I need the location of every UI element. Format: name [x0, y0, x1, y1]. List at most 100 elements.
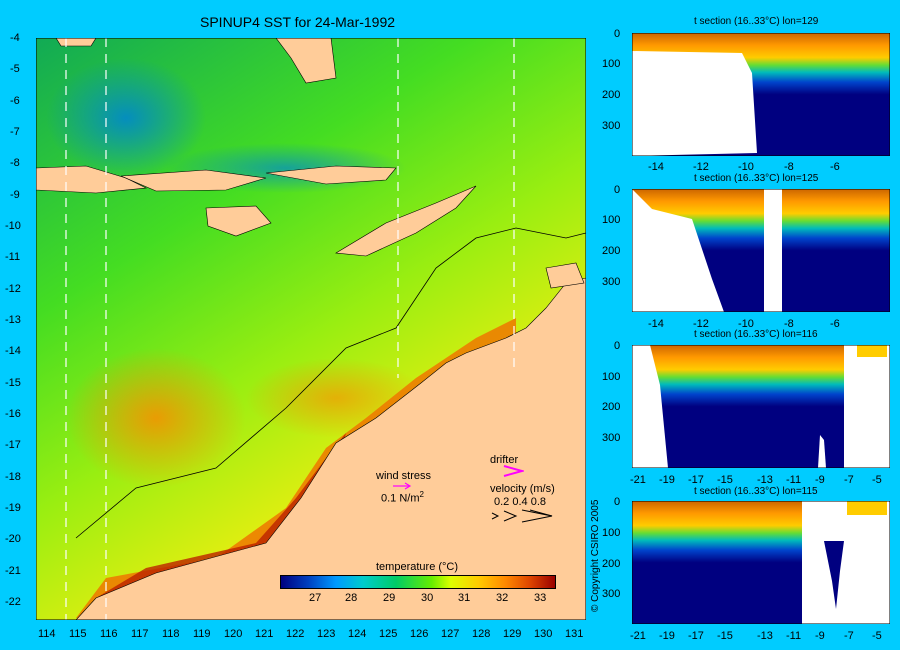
section-y-tick: 100 [602, 371, 621, 383]
section-plot-lon115[interactable] [632, 501, 890, 624]
north-land [55, 38, 97, 47]
seafloor-mask [818, 435, 826, 468]
colorbar-tick: 30 [421, 592, 434, 604]
section-x-tick: -6 [830, 161, 840, 173]
sst-map[interactable] [36, 38, 586, 620]
section-x-tick: -15 [717, 630, 733, 642]
lat-tick: -19 [5, 502, 21, 514]
section-y-tick: 100 [602, 214, 621, 226]
lat-tick: -16 [5, 408, 21, 420]
velocity-values: 0.2 0.4 0.8 [494, 496, 546, 508]
lat-tick: -10 [5, 220, 21, 232]
colorbar-tick: 31 [458, 592, 471, 604]
section-x-tick: -14 [648, 161, 664, 173]
section-plot-lon125[interactable] [632, 189, 890, 312]
lon-tick: 125 [379, 628, 398, 640]
colorbar-tick: 28 [345, 592, 358, 604]
seafloor-mask [632, 189, 724, 312]
section-x-tick: -21 [630, 630, 646, 642]
section-x-tick: -10 [738, 161, 754, 173]
section-y-tick: 300 [602, 432, 621, 444]
drifter-icon [503, 465, 524, 477]
lat-tick: -8 [10, 157, 20, 169]
lon-tick: 130 [534, 628, 553, 640]
section-x-tick: -8 [784, 161, 794, 173]
section-title: t section (16..33°C) lon=129 [694, 16, 819, 27]
section-x-tick: -5 [872, 630, 882, 642]
section-y-tick: 0 [614, 184, 621, 196]
shelf-edge-contour [75, 227, 586, 539]
sulawesi-land [275, 38, 337, 84]
copyright-text: © Copyright CSIRO 2005 [590, 499, 601, 612]
wind-stress-number: 0.1 N/m [381, 492, 420, 505]
lat-tick: -5 [10, 63, 20, 75]
section-x-tick: -19 [659, 474, 675, 486]
lat-tick: -22 [5, 596, 21, 608]
lat-tick: -9 [10, 189, 20, 201]
section-y-tick: 200 [602, 401, 621, 413]
section-x-tick: -7 [844, 630, 854, 642]
section-x-tick: -9 [815, 630, 825, 642]
colorbar-tick: 33 [534, 592, 547, 604]
section-x-tick: -11 [786, 630, 802, 642]
map-title: SPINUP4 SST for 24-Mar-1992 [200, 14, 396, 30]
section-x-tick: -10 [738, 318, 754, 330]
lat-tick: -7 [10, 126, 20, 138]
section-plot-lon116[interactable] [632, 345, 890, 468]
drifter-label: drifter [490, 454, 519, 466]
lon-tick: 128 [472, 628, 491, 640]
section-y-tick: 100 [602, 58, 621, 70]
lon-tick: 126 [410, 628, 429, 640]
seafloor-mask [802, 501, 890, 624]
section-y-tick: 100 [602, 527, 621, 539]
section-x-tick: -17 [688, 630, 704, 642]
section-x-tick: -7 [844, 474, 854, 486]
section-x-tick: -6 [830, 318, 840, 330]
lat-tick: -12 [5, 283, 21, 295]
lat-tick: -15 [5, 377, 21, 389]
section-x-tick: -12 [693, 161, 709, 173]
seafloor-mask [844, 345, 890, 468]
section-y-tick: 300 [602, 276, 621, 288]
velocity-label: velocity (m/s) [490, 483, 555, 495]
lon-tick: 129 [503, 628, 522, 640]
lon-tick: 116 [100, 628, 118, 640]
section-x-tick: -11 [786, 474, 802, 486]
section-title: t section (16..33°C) lon=125 [694, 173, 819, 184]
section-y-tick: 300 [602, 120, 621, 132]
section-x-tick: -9 [815, 474, 825, 486]
colorbar-tick: 29 [383, 592, 396, 604]
lon-tick: 118 [162, 628, 180, 640]
lon-tick: 122 [286, 628, 305, 640]
lon-tick: 114 [38, 628, 56, 640]
section-x-tick: -15 [717, 474, 733, 486]
shallow-warm-patch [847, 501, 887, 515]
wind-stress-label: wind stress [376, 470, 432, 482]
section-y-tick: 200 [602, 558, 621, 570]
section-x-tick: -21 [630, 474, 646, 486]
wind-stress-value: 0.1 N/m2 [381, 490, 424, 505]
tanimbar-land [545, 262, 585, 289]
java-land [36, 165, 148, 194]
shallow-warm-patch [857, 345, 887, 357]
cool-pool [46, 58, 206, 178]
section-y-tick: 200 [602, 89, 621, 101]
section-y-tick: 0 [614, 496, 621, 508]
wind-arrow-icon [393, 482, 412, 490]
section-x-tick: -17 [688, 474, 704, 486]
section-y-tick: 0 [614, 340, 621, 352]
lon-tick: 123 [317, 628, 336, 640]
deep-trench-profile [824, 541, 844, 609]
seafloor-mask [764, 189, 782, 312]
lon-tick: 127 [441, 628, 460, 640]
lat-tick: -11 [5, 251, 21, 263]
section-y-tick: 200 [602, 245, 621, 257]
section-title: t section (16..33°C) lon=116 [694, 329, 818, 340]
sumba-land [205, 205, 272, 237]
section-title: t section (16..33°C) lon=115 [694, 486, 818, 497]
lon-tick: 124 [348, 628, 367, 640]
velocity-arrows-icon [491, 509, 553, 523]
colorbar-title: temperature (°C) [376, 561, 459, 573]
section-plot-lon129[interactable] [632, 33, 890, 156]
lon-tick: 120 [224, 628, 243, 640]
